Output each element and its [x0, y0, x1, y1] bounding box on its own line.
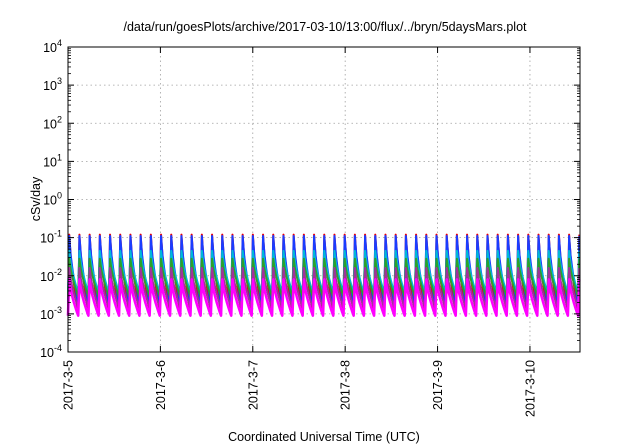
- series-line: [66, 278, 581, 317]
- y-tick-label: 10-1: [40, 229, 62, 246]
- y-tick-label: 103: [43, 76, 62, 93]
- y-tick-label: 104: [43, 38, 62, 55]
- y-tick-labels: 10-4 10-3 10-2 10-1 100 101 102 103 104: [40, 38, 62, 360]
- grid-lines: [68, 47, 580, 352]
- y-tick-label: 10-3: [40, 305, 62, 322]
- x-tick-label: 2017-3-5: [62, 360, 76, 410]
- chart-title: /data/run/goesPlots/archive/2017-03-10/1…: [123, 20, 527, 34]
- x-axis-label: Coordinated Universal Time (UTC): [228, 430, 420, 444]
- y-tick-label: 100: [43, 191, 62, 208]
- x-tick-label: 2017-3-8: [339, 360, 353, 410]
- x-tick-labels: 2017-3-5 2017-3-6 2017-3-7 2017-3-8 2017-3-9…: [62, 360, 538, 417]
- y-tick-label: 102: [43, 114, 62, 131]
- y-tick-label: 10-4: [40, 343, 62, 360]
- y-tick-label: 101: [43, 152, 62, 169]
- data-series: [66, 233, 581, 317]
- x-tick-label: 2017-3-6: [154, 360, 168, 410]
- x-tick-label: 2017-3-10: [523, 360, 537, 417]
- x-tick-label: 2017-3-9: [431, 360, 445, 410]
- x-tick-label: 2017-3-7: [246, 360, 260, 410]
- axis-ticks: [67, 46, 580, 353]
- y-tick-label: 10-2: [40, 267, 62, 284]
